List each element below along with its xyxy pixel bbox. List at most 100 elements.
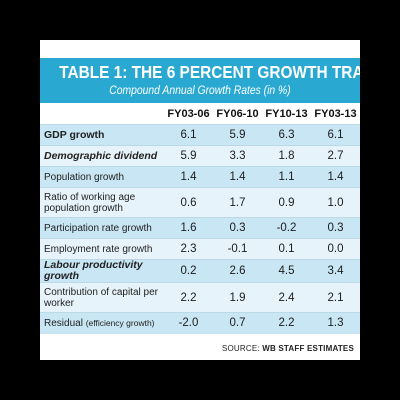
- table-row: Participation rate growth 1.6 0.3 -0.2 0.3: [40, 217, 360, 239]
- table-row: Ratio of working age population growth 0.…: [40, 187, 360, 218]
- table-row: Employment rate growth 2.3 -0.1 0.1 0.0: [40, 238, 360, 260]
- table-cell: 0.3: [311, 217, 360, 239]
- table-cell: 0.1: [262, 238, 311, 260]
- cell-value: 6.1: [327, 128, 344, 142]
- row-label-text: Population growth: [44, 171, 125, 183]
- cell-value: 0.3: [327, 221, 344, 235]
- table-cell: -0.1: [213, 238, 262, 260]
- table-body: GDP growth 6.1 5.9 6.3 6.1 Demographic divide…: [40, 124, 360, 334]
- table-cell: -0.2: [262, 217, 311, 239]
- table-card: TABLE 1: THE 6 PERCENT GROWTH TRAP Compo…: [40, 40, 360, 360]
- table-cell: 2.2: [262, 312, 311, 334]
- table-cell: 6.3: [262, 124, 311, 146]
- cell-value: 2.7: [327, 149, 344, 163]
- cell-value: 1.0: [327, 196, 344, 209]
- cell-value: 2.3: [180, 242, 197, 256]
- cell-value: 2.4: [278, 291, 295, 304]
- cell-value: 2.2: [278, 316, 295, 330]
- table-cell: 0.9: [262, 187, 311, 218]
- table-cell: 1.0: [311, 187, 360, 218]
- cell-value: 0.1: [278, 242, 295, 256]
- table-cell: 1.8: [262, 145, 311, 167]
- table-cell: 1.9: [213, 282, 262, 313]
- cell-value: 1.8: [278, 149, 295, 163]
- table-cell: 2.7: [311, 145, 360, 167]
- cell-value: 1.7: [229, 196, 246, 209]
- table-row: GDP growth 6.1 5.9 6.3 6.1: [40, 124, 360, 146]
- cell-value: 5.9: [180, 149, 197, 163]
- cell-value: 2.6: [229, 264, 246, 278]
- source-note: SOURCE: WB STAFF ESTIMATES: [222, 344, 354, 353]
- row-label-text: Participation rate growth: [44, 222, 152, 234]
- cell-value: 3.3: [229, 149, 246, 163]
- row-label: Employment rate growth: [40, 238, 164, 260]
- row-label-note: (efficiency growth): [85, 317, 155, 328]
- table-title: TABLE 1: THE 6 PERCENT GROWTH TRAP: [59, 62, 360, 82]
- table-cell: 0.0: [311, 238, 360, 260]
- cell-value: 0.2: [180, 264, 197, 278]
- column-header: FY10-13: [262, 103, 311, 125]
- table-cell: 0.2: [164, 259, 213, 283]
- table-cell: 2.3: [164, 238, 213, 260]
- cell-value: 1.4: [180, 170, 197, 184]
- table-header: TABLE 1: THE 6 PERCENT GROWTH TRAP Compo…: [40, 58, 360, 103]
- cell-value: -2.0: [178, 316, 199, 330]
- table-cell: 2.6: [213, 259, 262, 283]
- table-cell: 0.6: [164, 187, 213, 218]
- table-cell: 1.1: [262, 166, 311, 188]
- cell-value: -0.1: [227, 242, 248, 256]
- table-cell: 3.4: [311, 259, 360, 283]
- column-header: FY03-06: [164, 103, 213, 125]
- table-cell: 0.7: [213, 312, 262, 334]
- cell-value: 0.7: [229, 316, 246, 330]
- table-cell: 1.4: [164, 166, 213, 188]
- table-cell: 5.9: [164, 145, 213, 167]
- table-cell: 1.4: [311, 166, 360, 188]
- table-cell: 1.6: [164, 217, 213, 239]
- row-label: GDP growth: [40, 124, 164, 146]
- table-cell: 1.3: [311, 312, 360, 334]
- table-cell: 6.1: [311, 124, 360, 146]
- cell-value: 0.0: [327, 242, 344, 256]
- row-label: Population growth: [40, 166, 164, 188]
- table-row: Residual (efficiency growth) -2.0 0.7 2.2 1.…: [40, 312, 360, 334]
- table-cell: 1.4: [213, 166, 262, 188]
- table-cell: 1.7: [213, 187, 262, 218]
- table-cell: 3.3: [213, 145, 262, 167]
- column-header: FY03-13: [311, 103, 360, 125]
- cell-value: 6.1: [180, 128, 197, 142]
- table-cell: 2.2: [164, 282, 213, 313]
- source-text: WB STAFF ESTIMATES: [262, 344, 354, 353]
- cell-value: 1.9: [229, 291, 246, 304]
- row-label-text: Employment rate growth: [44, 243, 153, 255]
- growth-table: FY03-06 FY06-10 FY10-13 FY03-13 GDP grow…: [40, 103, 360, 334]
- table-cell: 2.1: [311, 282, 360, 313]
- table-row: Population growth 1.4 1.4 1.1 1.4: [40, 166, 360, 188]
- table-cell: 2.4: [262, 282, 311, 313]
- row-label: Contribution of capital per worker: [40, 282, 164, 313]
- cell-value: 1.3: [327, 316, 344, 330]
- row-label: Ratio of working age population growth: [40, 187, 164, 218]
- table-cell: 5.9: [213, 124, 262, 146]
- row-label-text: Labour productivity growth: [44, 259, 143, 282]
- cell-value: 0.3: [229, 221, 246, 235]
- row-label: Labour productivity growth: [40, 259, 164, 283]
- table-row: Demographic dividend 5.9 3.3 1.8 2.7: [40, 145, 360, 167]
- cell-value: 6.3: [278, 128, 295, 142]
- cell-value: 0.6: [180, 196, 197, 209]
- row-label: Residual (efficiency growth): [40, 312, 164, 334]
- column-header-row: FY03-06 FY06-10 FY10-13 FY03-13: [40, 103, 360, 125]
- table-cell: 4.5: [262, 259, 311, 283]
- table-row: Contribution of capital per worker 2.2 1.9…: [40, 282, 360, 313]
- row-label-text: GDP growth: [44, 128, 105, 141]
- row-label-text: Contribution of capital per worker: [44, 286, 158, 309]
- cell-value: -0.2: [276, 221, 297, 235]
- row-label-text: Residual: [44, 317, 83, 329]
- cell-value: 0.9: [278, 196, 295, 209]
- row-label-text: Demographic dividend: [44, 149, 158, 162]
- column-header: FY06-10: [213, 103, 262, 125]
- row-label: Demographic dividend: [40, 145, 164, 167]
- cell-value: 1.4: [327, 170, 344, 184]
- table-subtitle: Compound Annual Growth Rates (in %): [109, 85, 291, 97]
- table-cell: 6.1: [164, 124, 213, 146]
